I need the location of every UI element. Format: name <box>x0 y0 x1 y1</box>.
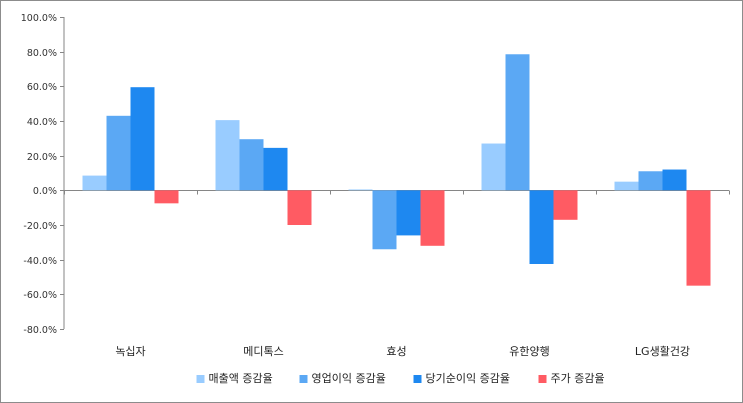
bar <box>396 190 421 236</box>
legend: 매출액 증감율 영업이익 증감율 당기순이익 증감율 주가 증감율 <box>196 372 605 385</box>
bar <box>614 181 639 191</box>
bar <box>154 190 179 204</box>
bar <box>686 190 711 286</box>
x-category-label: 효성 <box>386 345 406 358</box>
y-tick-label: -60.0% <box>23 290 57 301</box>
y-tick-label: -20.0% <box>23 221 57 232</box>
bar <box>348 189 373 191</box>
y-tick-label: 80.0% <box>27 48 57 59</box>
bar <box>263 147 288 191</box>
legend-swatch <box>538 375 547 383</box>
legend-swatch <box>413 375 422 383</box>
bar <box>553 190 578 220</box>
bars-layer <box>82 54 711 286</box>
y-tick-label: 40.0% <box>27 117 57 128</box>
y-tick-label: 0.0% <box>33 186 57 197</box>
y-tick-label: 100.0% <box>21 13 57 24</box>
bar <box>287 190 312 225</box>
axes-layer <box>60 17 730 330</box>
legend-swatch <box>299 375 308 383</box>
bar <box>82 175 107 191</box>
legend-label: 당기순이익 증감율 <box>426 372 510 385</box>
bar <box>420 190 445 246</box>
y-tick-label: 20.0% <box>27 152 57 163</box>
x-category-label: 유한양행 <box>509 345 549 358</box>
labels-layer: 100.0% 80.0% 60.0% 40.0% 20.0% 0.0% -20.0% -40.… <box>21 13 690 358</box>
bar <box>106 115 131 191</box>
legend-swatch <box>196 375 205 383</box>
legend-label: 매출액 증감율 <box>209 372 273 385</box>
legend-label: 영업이익 증감율 <box>312 372 386 385</box>
bar <box>481 143 506 191</box>
bar <box>662 169 687 191</box>
x-category-label: 녹십자 <box>115 345 145 358</box>
bar <box>215 120 240 191</box>
x-category-label: LG생활건강 <box>635 344 690 358</box>
bar <box>505 54 530 191</box>
bar <box>239 139 264 191</box>
bar <box>529 190 554 264</box>
legend-label: 주가 증감율 <box>551 372 605 385</box>
bar <box>130 87 155 191</box>
y-tick-label: -80.0% <box>23 325 57 336</box>
y-tick-label: 60.0% <box>27 82 57 93</box>
bar <box>372 190 397 250</box>
x-category-label: 메디톡스 <box>243 345 283 358</box>
y-tick-label: -40.0% <box>23 256 57 267</box>
bar <box>638 171 663 191</box>
